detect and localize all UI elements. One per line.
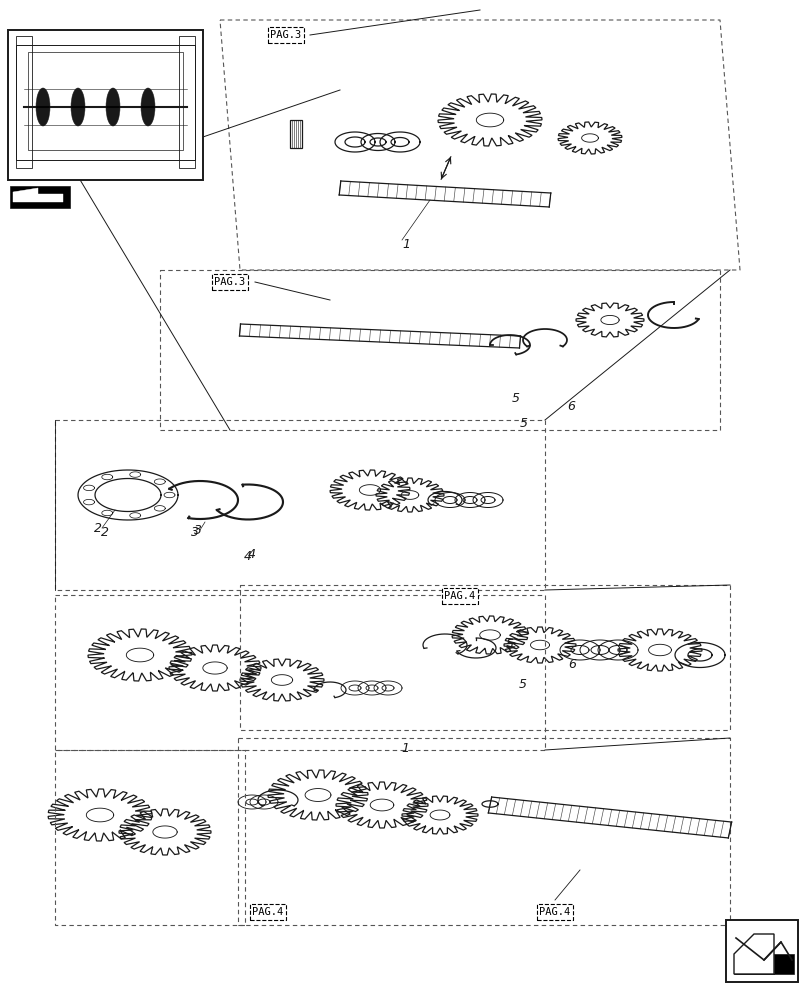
Polygon shape [13,188,63,202]
Text: PAG.4: PAG.4 [444,591,475,601]
Ellipse shape [71,88,85,126]
Polygon shape [733,954,793,974]
Text: PAG.4: PAG.4 [539,907,570,917]
Bar [10,186,70,208]
Text: 6: 6 [566,400,574,413]
Text: 5: 5 [505,638,513,652]
Bar [16,45,195,160]
Bar [8,30,203,180]
Bar [28,52,182,150]
Text: 5: 5 [512,392,519,405]
Text: PAG.3: PAG.3 [270,30,301,40]
Text: 6: 6 [568,658,575,670]
Ellipse shape [106,88,120,126]
Text: 1: 1 [401,741,409,754]
Text: 3: 3 [194,524,202,537]
Bar [16,36,32,168]
Text: 4: 4 [247,548,255,561]
Ellipse shape [141,88,155,126]
Text: 5: 5 [518,678,526,690]
Text: 5: 5 [519,417,527,430]
Bar [178,36,195,168]
Text: PAG.4: PAG.4 [252,907,283,917]
Text: 4: 4 [243,550,251,562]
Bar [725,920,797,982]
Ellipse shape [36,88,50,126]
Text: 2: 2 [94,522,102,535]
Text: 1: 1 [401,238,410,251]
Text: 3: 3 [191,526,199,538]
Text: 2: 2 [101,526,109,538]
Polygon shape [733,934,773,974]
Bar [290,120,302,148]
Text: PAG.3: PAG.3 [214,277,245,287]
